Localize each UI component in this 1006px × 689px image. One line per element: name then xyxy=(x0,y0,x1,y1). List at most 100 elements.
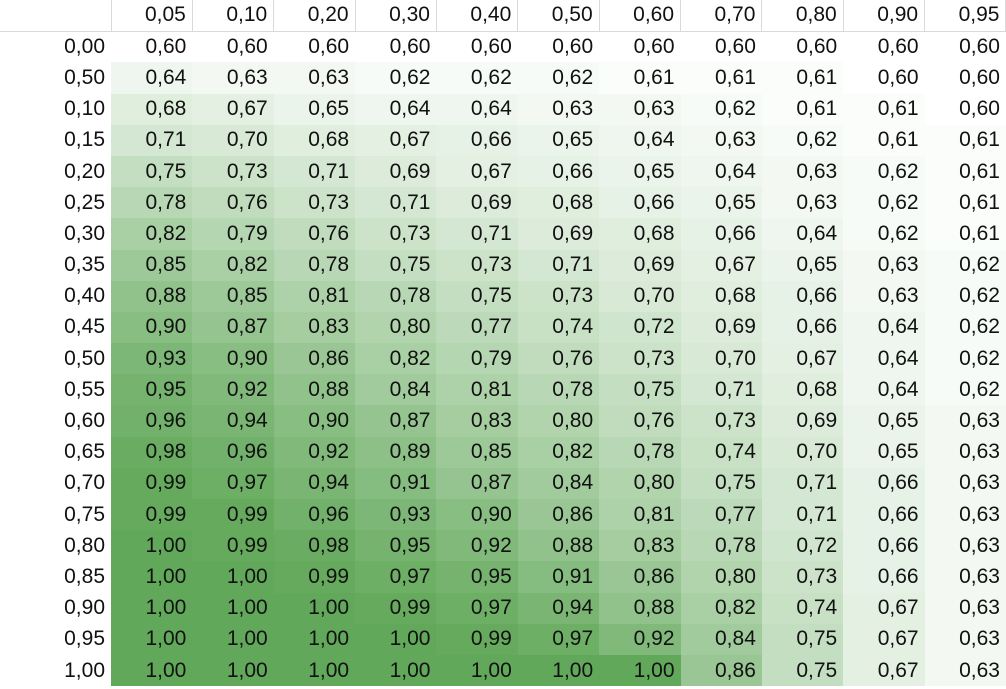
data-cell[interactable]: 1,00 xyxy=(355,623,437,655)
data-cell[interactable]: 0,72 xyxy=(599,311,681,344)
data-cell[interactable]: 0,61 xyxy=(924,187,1006,219)
data-cell[interactable]: 0,62 xyxy=(355,62,437,94)
column-header[interactable]: 0,20 xyxy=(273,0,356,32)
row-header[interactable]: 1,00 xyxy=(0,654,111,687)
data-cell[interactable]: 0,99 xyxy=(273,561,356,593)
data-cell[interactable]: 0,60 xyxy=(761,31,844,63)
data-cell[interactable]: 0,85 xyxy=(436,436,518,468)
data-cell[interactable]: 1,00 xyxy=(517,654,600,687)
data-cell[interactable]: 0,78 xyxy=(273,249,356,281)
data-cell[interactable]: 0,62 xyxy=(517,62,600,94)
data-cell[interactable]: 0,61 xyxy=(761,93,844,125)
data-cell[interactable]: 0,71 xyxy=(273,155,356,188)
data-cell[interactable]: 1,00 xyxy=(192,654,274,687)
data-cell[interactable]: 0,89 xyxy=(355,436,437,468)
data-cell[interactable]: 0,62 xyxy=(843,218,925,250)
data-cell[interactable]: 0,73 xyxy=(680,405,762,437)
data-cell[interactable]: 0,62 xyxy=(924,374,1006,406)
data-cell[interactable]: 0,86 xyxy=(273,343,356,375)
row-header[interactable]: 0,30 xyxy=(0,218,111,250)
row-header[interactable]: 0,35 xyxy=(0,249,111,281)
data-cell[interactable]: 0,65 xyxy=(761,249,844,281)
data-cell[interactable]: 0,71 xyxy=(761,467,844,499)
data-cell[interactable]: 0,63 xyxy=(517,93,600,125)
data-cell[interactable]: 0,66 xyxy=(843,467,925,499)
data-cell[interactable]: 0,63 xyxy=(273,62,356,94)
data-cell[interactable]: 0,87 xyxy=(355,405,437,437)
data-cell[interactable]: 0,84 xyxy=(680,623,762,655)
data-cell[interactable]: 0,66 xyxy=(517,155,600,188)
data-cell[interactable]: 0,81 xyxy=(599,499,681,531)
data-cell[interactable]: 0,91 xyxy=(355,467,437,499)
data-cell[interactable]: 0,64 xyxy=(843,343,925,375)
data-cell[interactable]: 0,60 xyxy=(843,62,925,94)
data-cell[interactable]: 0,62 xyxy=(761,124,844,156)
column-header[interactable]: 0,95 xyxy=(924,0,1006,32)
data-cell[interactable]: 0,75 xyxy=(761,623,844,655)
data-cell[interactable]: 0,71 xyxy=(436,218,518,250)
row-header[interactable]: 0,20 xyxy=(0,155,111,188)
data-cell[interactable]: 0,77 xyxy=(680,499,762,531)
data-cell[interactable]: 0,63 xyxy=(680,124,762,156)
data-cell[interactable]: 0,60 xyxy=(517,31,600,63)
data-cell[interactable]: 0,90 xyxy=(436,499,518,531)
column-header[interactable]: 0,40 xyxy=(436,0,519,32)
data-cell[interactable]: 0,67 xyxy=(192,93,274,125)
data-cell[interactable]: 0,94 xyxy=(273,467,356,499)
data-cell[interactable]: 0,99 xyxy=(355,592,437,624)
data-cell[interactable]: 0,60 xyxy=(924,31,1006,63)
data-cell[interactable]: 0,70 xyxy=(680,343,762,375)
data-cell[interactable]: 0,92 xyxy=(436,530,518,562)
data-cell[interactable]: 0,62 xyxy=(924,311,1006,344)
data-cell[interactable]: 0,60 xyxy=(599,31,681,63)
data-cell[interactable]: 0,73 xyxy=(436,249,518,281)
data-cell[interactable]: 0,75 xyxy=(599,374,681,406)
data-cell[interactable]: 0,76 xyxy=(192,187,274,219)
data-cell[interactable]: 0,65 xyxy=(273,93,356,125)
data-cell[interactable]: 0,62 xyxy=(924,343,1006,375)
data-cell[interactable]: 0,80 xyxy=(517,405,600,437)
data-cell[interactable]: 0,62 xyxy=(843,155,925,188)
data-cell[interactable]: 0,63 xyxy=(924,561,1006,593)
data-cell[interactable]: 0,76 xyxy=(273,218,356,250)
data-cell[interactable]: 0,62 xyxy=(924,280,1006,312)
data-cell[interactable]: 0,64 xyxy=(843,311,925,344)
data-cell[interactable]: 0,77 xyxy=(436,311,518,344)
data-cell[interactable]: 0,99 xyxy=(111,499,193,531)
data-cell[interactable]: 0,88 xyxy=(517,530,600,562)
row-header[interactable]: 0,40 xyxy=(0,280,111,312)
data-cell[interactable]: 0,75 xyxy=(761,654,844,687)
data-cell[interactable]: 0,91 xyxy=(517,561,600,593)
data-cell[interactable]: 0,76 xyxy=(599,405,681,437)
data-cell[interactable]: 0,60 xyxy=(355,31,437,63)
data-cell[interactable]: 0,70 xyxy=(761,436,844,468)
data-cell[interactable]: 0,63 xyxy=(924,530,1006,562)
data-cell[interactable]: 0,80 xyxy=(355,311,437,344)
data-cell[interactable]: 0,63 xyxy=(924,499,1006,531)
data-cell[interactable]: 0,83 xyxy=(273,311,356,344)
row-header[interactable]: 0,55 xyxy=(0,374,111,406)
data-cell[interactable]: 0,63 xyxy=(924,436,1006,468)
data-cell[interactable]: 0,85 xyxy=(111,249,193,281)
data-cell[interactable]: 1,00 xyxy=(355,654,437,687)
data-cell[interactable]: 1,00 xyxy=(111,561,193,593)
data-cell[interactable]: 1,00 xyxy=(111,623,193,655)
column-header[interactable]: 0,10 xyxy=(192,0,275,32)
data-cell[interactable]: 0,87 xyxy=(436,467,518,499)
data-cell[interactable]: 0,80 xyxy=(599,467,681,499)
data-cell[interactable]: 0,63 xyxy=(843,280,925,312)
data-cell[interactable]: 0,67 xyxy=(843,623,925,655)
data-cell[interactable]: 0,61 xyxy=(924,155,1006,188)
data-cell[interactable]: 0,60 xyxy=(843,31,925,63)
data-cell[interactable]: 1,00 xyxy=(436,654,518,687)
data-cell[interactable]: 0,90 xyxy=(192,343,274,375)
data-cell[interactable]: 0,61 xyxy=(761,62,844,94)
data-cell[interactable]: 0,73 xyxy=(599,343,681,375)
data-cell[interactable]: 0,65 xyxy=(843,405,925,437)
data-cell[interactable]: 1,00 xyxy=(273,654,356,687)
data-cell[interactable]: 0,63 xyxy=(924,623,1006,655)
data-cell[interactable]: 0,66 xyxy=(599,187,681,219)
column-header[interactable]: 0,05 xyxy=(111,0,193,32)
data-cell[interactable]: 0,99 xyxy=(192,499,274,531)
data-cell[interactable]: 0,64 xyxy=(599,124,681,156)
